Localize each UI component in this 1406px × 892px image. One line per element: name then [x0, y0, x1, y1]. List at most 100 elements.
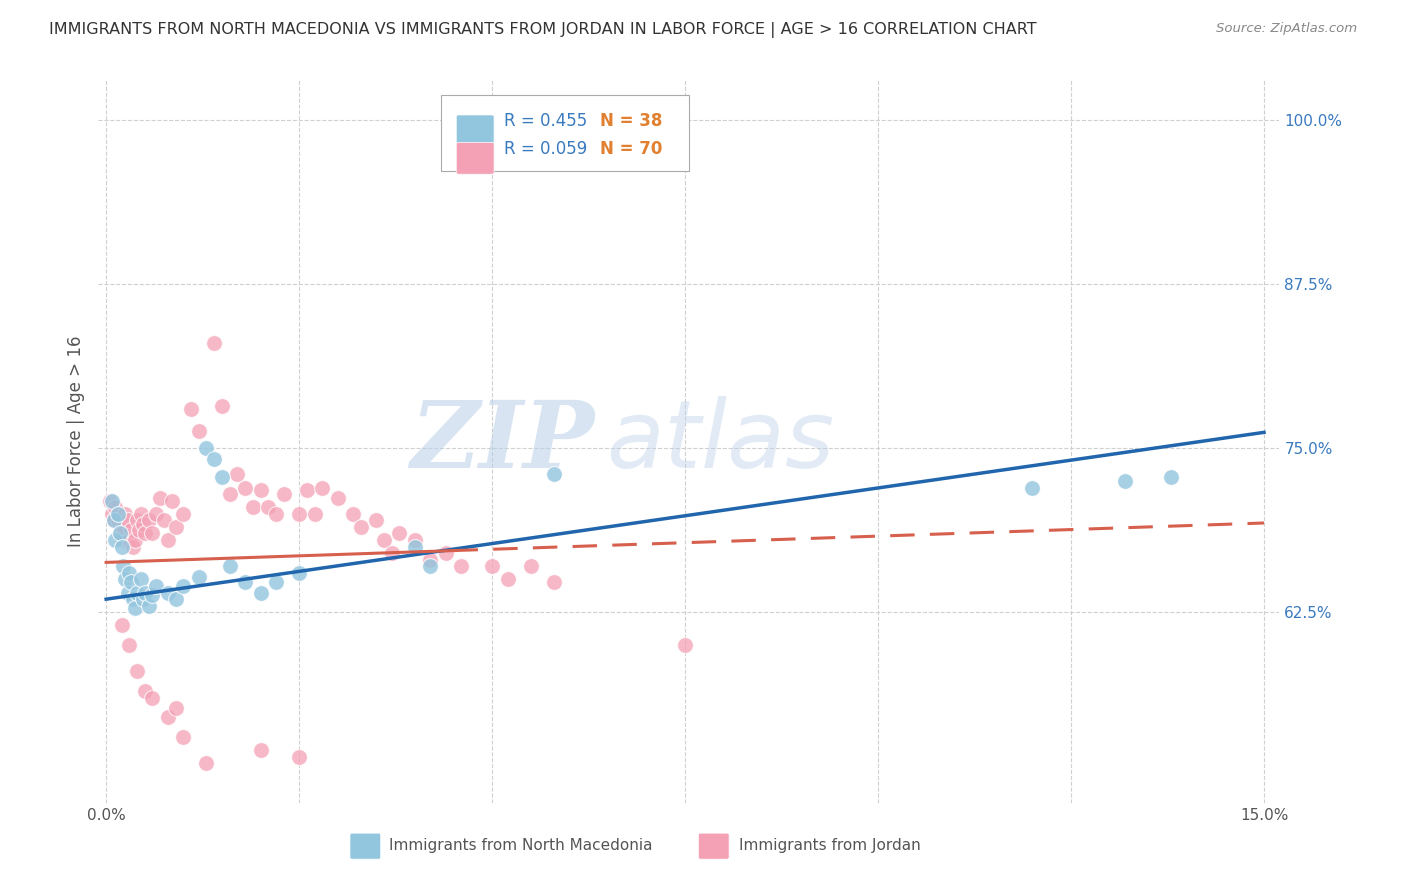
Point	[145, 579, 167, 593]
Point	[125, 513, 148, 527]
Point	[187, 424, 209, 438]
FancyBboxPatch shape	[441, 95, 689, 170]
Point	[110, 533, 132, 547]
Point	[101, 493, 124, 508]
Point	[165, 592, 187, 607]
Text: Source: ZipAtlas.com: Source: ZipAtlas.com	[1216, 22, 1357, 36]
Point	[107, 513, 129, 527]
Point	[326, 491, 349, 505]
Point	[481, 559, 503, 574]
Point	[202, 336, 225, 351]
Point	[288, 507, 311, 521]
Point	[202, 451, 225, 466]
Point	[125, 585, 148, 599]
Point	[249, 585, 271, 599]
Text: N = 38: N = 38	[600, 112, 662, 130]
Point	[160, 493, 183, 508]
Point	[381, 546, 404, 560]
Point	[404, 540, 426, 554]
Point	[104, 500, 127, 515]
Point	[156, 533, 179, 547]
Y-axis label: In Labor Force | Age > 16: In Labor Force | Age > 16	[66, 335, 84, 548]
Point	[118, 638, 141, 652]
Point	[114, 573, 136, 587]
Point	[104, 533, 127, 547]
Point	[172, 507, 194, 521]
Point	[129, 573, 152, 587]
Point	[112, 520, 135, 534]
Point	[288, 566, 311, 580]
Point	[218, 559, 240, 574]
Point	[172, 579, 194, 593]
Point	[264, 575, 287, 590]
Point	[288, 749, 311, 764]
Point	[110, 618, 132, 632]
Point	[1160, 470, 1182, 484]
Point	[149, 491, 172, 505]
Point	[404, 533, 426, 547]
Text: Immigrants from North Macedonia: Immigrants from North Macedonia	[389, 838, 652, 853]
Point	[122, 540, 145, 554]
Point	[165, 520, 187, 534]
Point	[187, 570, 209, 584]
Point	[373, 533, 395, 547]
Point	[242, 500, 264, 515]
Point	[1021, 481, 1043, 495]
Point	[134, 585, 156, 599]
Point	[342, 507, 364, 521]
Point	[366, 513, 388, 527]
Point	[103, 513, 125, 527]
Point	[125, 665, 148, 679]
Point	[233, 481, 256, 495]
Point	[673, 638, 696, 652]
Point	[118, 566, 141, 580]
Point	[107, 507, 129, 521]
FancyBboxPatch shape	[457, 143, 494, 174]
Point	[120, 523, 142, 537]
Point	[156, 585, 179, 599]
Point	[311, 481, 333, 495]
Point	[165, 701, 187, 715]
Point	[264, 507, 287, 521]
Point	[120, 575, 142, 590]
Point	[117, 585, 139, 599]
Point	[98, 493, 121, 508]
Text: R = 0.059: R = 0.059	[503, 140, 586, 158]
Point	[543, 575, 565, 590]
Point	[110, 540, 132, 554]
Point	[124, 601, 146, 615]
Point	[122, 592, 145, 607]
Point	[134, 526, 156, 541]
FancyBboxPatch shape	[699, 833, 730, 859]
FancyBboxPatch shape	[457, 115, 494, 147]
Point	[388, 526, 411, 541]
Point	[211, 399, 233, 413]
Point	[101, 507, 124, 521]
Point	[249, 483, 271, 497]
Point	[257, 500, 280, 515]
Point	[249, 743, 271, 757]
Point	[117, 513, 139, 527]
Point	[1114, 474, 1136, 488]
Point	[134, 684, 156, 698]
Point	[434, 546, 457, 560]
Point	[195, 441, 218, 455]
Point	[128, 523, 150, 537]
Point	[141, 690, 163, 705]
Point	[112, 559, 135, 574]
Point	[350, 520, 373, 534]
Point	[450, 559, 472, 574]
Point	[132, 592, 155, 607]
Point	[124, 533, 146, 547]
Point	[211, 470, 233, 484]
Point	[129, 507, 152, 521]
Point	[233, 575, 256, 590]
Point	[153, 513, 176, 527]
Point	[180, 401, 202, 416]
Text: ZIP: ZIP	[411, 397, 595, 486]
Point	[156, 710, 179, 724]
Point	[419, 553, 441, 567]
Point	[519, 559, 541, 574]
Point	[132, 517, 155, 532]
Text: Immigrants from Jordan: Immigrants from Jordan	[738, 838, 921, 853]
